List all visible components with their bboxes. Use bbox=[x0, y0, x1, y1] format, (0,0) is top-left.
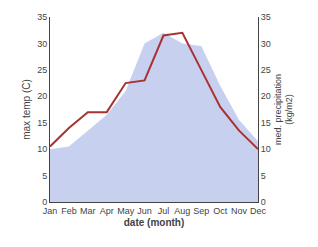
svg-text:Jan: Jan bbox=[43, 206, 58, 216]
svg-text:med. precipitation(kg/m2): med. precipitation(kg/m2) bbox=[273, 74, 295, 145]
svg-text:Aug: Aug bbox=[174, 206, 190, 216]
svg-text:max temp (C): max temp (C) bbox=[21, 79, 32, 140]
svg-text:10: 10 bbox=[261, 144, 271, 154]
svg-text:Oct: Oct bbox=[213, 206, 228, 216]
svg-text:30: 30 bbox=[261, 39, 271, 49]
svg-text:Nov: Nov bbox=[231, 206, 248, 216]
svg-text:5: 5 bbox=[42, 171, 47, 181]
svg-text:10: 10 bbox=[37, 144, 47, 154]
svg-text:Sep: Sep bbox=[193, 206, 209, 216]
svg-text:20: 20 bbox=[261, 91, 271, 101]
svg-text:20: 20 bbox=[37, 91, 47, 101]
svg-text:5: 5 bbox=[261, 171, 266, 181]
svg-text:35: 35 bbox=[37, 12, 47, 22]
svg-text:date (month): date (month) bbox=[124, 217, 185, 228]
svg-text:25: 25 bbox=[37, 65, 47, 75]
svg-text:30: 30 bbox=[37, 39, 47, 49]
svg-text:Mar: Mar bbox=[80, 206, 96, 216]
svg-text:Apr: Apr bbox=[100, 206, 114, 216]
svg-text:Jul: Jul bbox=[158, 206, 170, 216]
svg-text:15: 15 bbox=[37, 118, 47, 128]
svg-text:0: 0 bbox=[261, 197, 266, 207]
svg-text:Jun: Jun bbox=[137, 206, 152, 216]
svg-text:Dec: Dec bbox=[250, 206, 267, 216]
svg-text:35: 35 bbox=[261, 12, 271, 22]
svg-text:15: 15 bbox=[261, 118, 271, 128]
svg-text:Feb: Feb bbox=[61, 206, 77, 216]
svg-text:25: 25 bbox=[261, 65, 271, 75]
svg-text:0: 0 bbox=[42, 197, 47, 207]
svg-text:May: May bbox=[117, 206, 135, 216]
